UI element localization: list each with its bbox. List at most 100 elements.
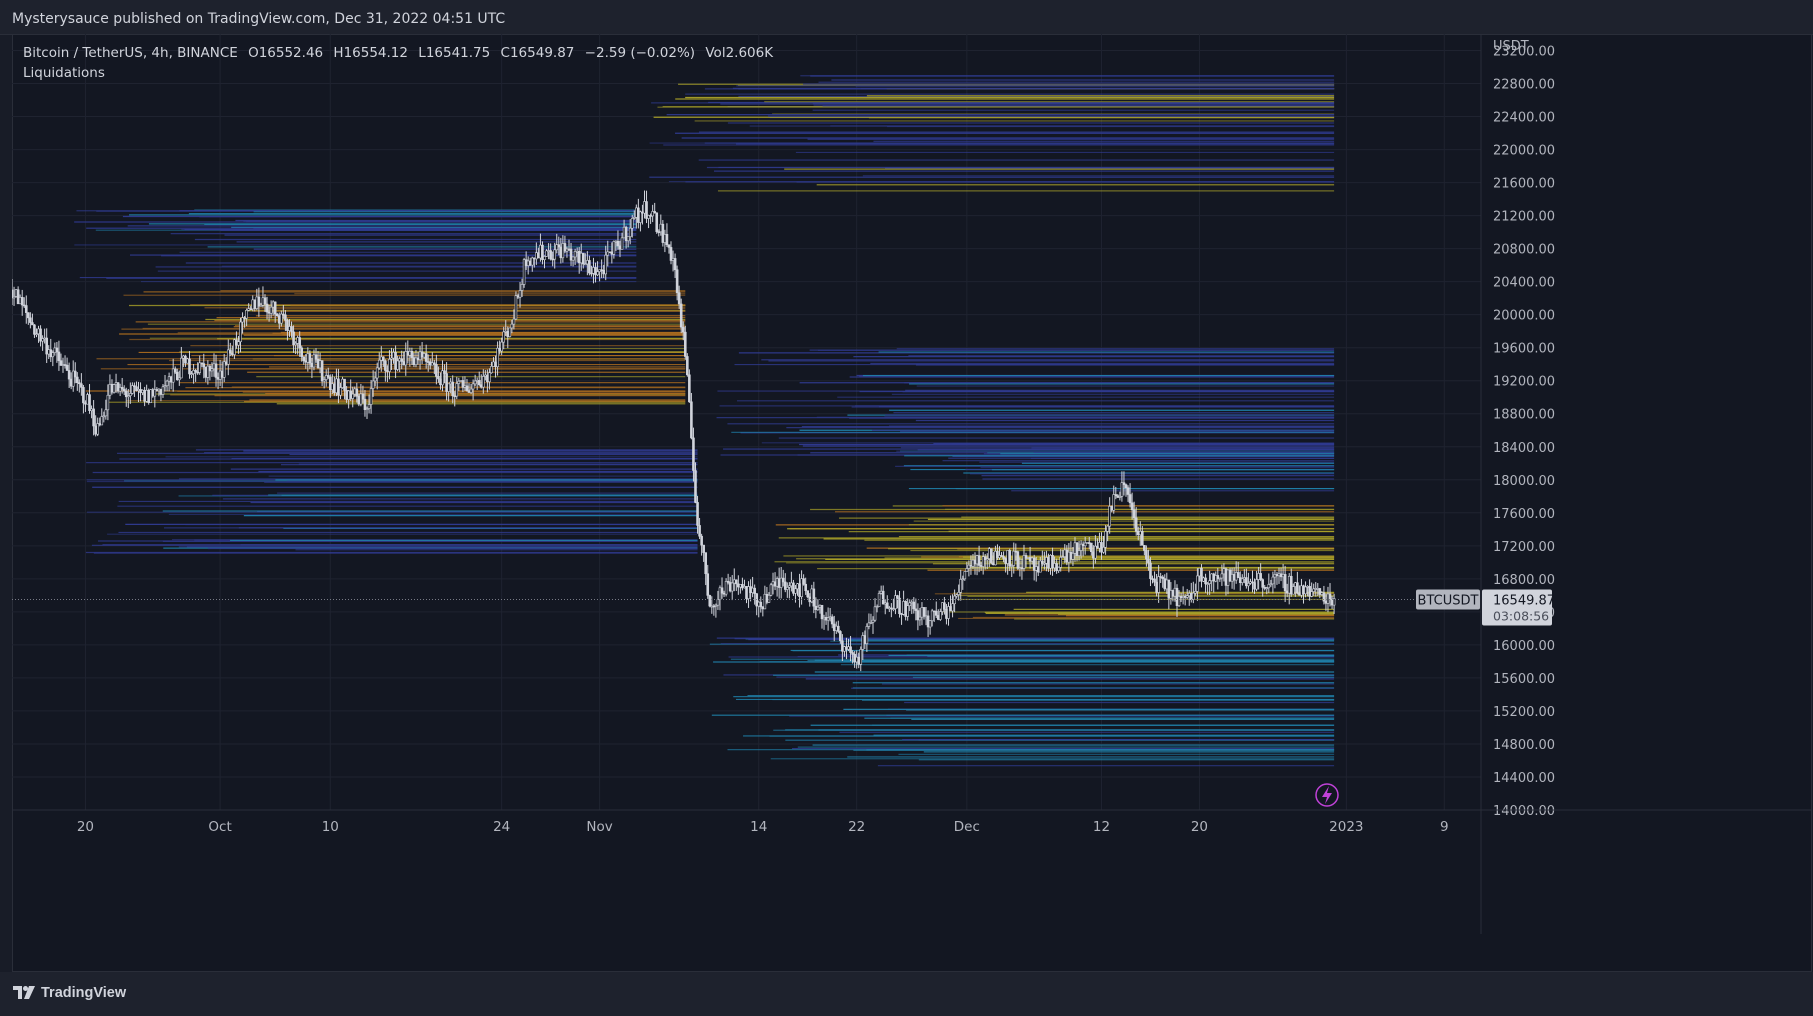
- candle-body: [849, 646, 852, 653]
- candle-body: [1312, 588, 1315, 592]
- candle-body: [196, 371, 199, 374]
- candle-body: [1310, 591, 1313, 597]
- candle-body: [675, 269, 679, 293]
- candles: [12, 190, 1336, 672]
- candle-body: [696, 502, 699, 526]
- candle-body: [834, 625, 838, 631]
- candle-body: [1018, 567, 1022, 570]
- tradingview-logo[interactable]: TradingView: [13, 985, 126, 1001]
- symbol-title[interactable]: Bitcoin / TetherUS, 4h, BINANCE: [23, 45, 238, 61]
- candle-body: [959, 579, 963, 593]
- candle-body: [1212, 573, 1216, 582]
- candle-body: [308, 353, 312, 364]
- indicator-title[interactable]: Liquidations: [23, 65, 105, 81]
- candle-body: [63, 364, 67, 366]
- symbol-label-box: [1416, 589, 1480, 610]
- candle-body: [1202, 577, 1205, 582]
- candle-body: [612, 241, 616, 255]
- candle-body: [1224, 568, 1228, 586]
- candle-body: [867, 622, 871, 627]
- candle-body: [1234, 572, 1238, 581]
- grid: [12, 34, 1481, 811]
- candle-body: [692, 437, 695, 471]
- candle-body: [985, 558, 989, 561]
- candle-body: [561, 243, 565, 259]
- candle-body: [1147, 558, 1150, 564]
- candle-body: [987, 548, 991, 559]
- candle-body: [373, 377, 377, 382]
- candle-body: [479, 384, 483, 388]
- candle-body: [106, 394, 110, 411]
- candle-body: [94, 425, 97, 435]
- price-tick-label: 15600.00: [1493, 672, 1555, 687]
- candle-body: [690, 401, 693, 439]
- candle-body: [1285, 590, 1289, 594]
- candle-body: [414, 357, 418, 366]
- candle-body: [184, 355, 187, 364]
- candle-body: [875, 606, 879, 608]
- candle-body: [620, 237, 624, 250]
- candle-body: [243, 317, 246, 320]
- candle-body: [1083, 542, 1087, 547]
- candle-body: [151, 389, 155, 397]
- candle-body: [602, 269, 605, 275]
- lightning-icon[interactable]: [1315, 783, 1339, 807]
- candle-body: [1240, 578, 1244, 583]
- candle-body: [1281, 574, 1285, 578]
- candle-body: [573, 251, 577, 258]
- candle-body: [641, 211, 644, 214]
- candle-body: [218, 370, 222, 380]
- candle-body: [575, 250, 579, 253]
- candle-body: [1255, 579, 1258, 590]
- candle-body: [233, 339, 236, 355]
- candle-body: [814, 605, 818, 610]
- candle-body: [530, 257, 534, 266]
- candle-body: [1114, 494, 1118, 496]
- candle-body: [1316, 588, 1320, 590]
- candle-body: [1161, 576, 1165, 579]
- candle-body: [718, 587, 722, 600]
- candle-body: [1220, 573, 1224, 579]
- candle-body: [222, 361, 226, 378]
- candle-body: [280, 313, 283, 324]
- candle-body: [124, 390, 128, 398]
- bar-countdown-label: 03:08:56: [1493, 609, 1549, 624]
- candle-body: [1236, 572, 1240, 578]
- candle-body: [528, 260, 532, 266]
- price-tick-label: 17200.00: [1493, 540, 1555, 555]
- candle-body: [1047, 557, 1050, 569]
- candle-body: [488, 372, 491, 383]
- candle-body: [1214, 575, 1218, 582]
- candle-body: [551, 258, 554, 261]
- candle-body: [155, 389, 159, 392]
- candle-body: [353, 388, 357, 395]
- candle-body: [998, 555, 1001, 558]
- candle-body: [794, 588, 797, 594]
- candle-body: [934, 610, 938, 616]
- candle-body: [18, 297, 22, 305]
- candle-body: [539, 244, 542, 259]
- candle-body: [1077, 550, 1081, 557]
- candle-body: [1145, 550, 1148, 560]
- lightning-icon-bolt: [1322, 786, 1332, 804]
- candle-body: [939, 611, 942, 620]
- candle-body: [830, 616, 834, 625]
- candle-body: [20, 297, 24, 306]
- time-tick-label: 9: [1440, 819, 1449, 835]
- candle-body: [457, 380, 461, 384]
- time-tick-label: 22: [848, 819, 865, 835]
- candle-body: [734, 579, 738, 585]
- candle-body: [757, 601, 761, 607]
- candle-body: [671, 258, 675, 261]
- indicator-legend-row: Liquidations: [23, 65, 779, 85]
- candle-body: [1330, 598, 1334, 606]
- candle-body: [100, 416, 104, 426]
- candle-body: [226, 349, 230, 365]
- candle-body: [426, 361, 430, 363]
- candle-body: [947, 606, 950, 619]
- chart-canvas[interactable]: USDT 14000.00 14400.00 14800.00 15200.00 1560…: [12, 34, 1812, 972]
- candle-body: [1004, 558, 1007, 564]
- candle-body: [533, 257, 536, 260]
- candle-body: [345, 390, 348, 400]
- candle-body: [767, 594, 771, 603]
